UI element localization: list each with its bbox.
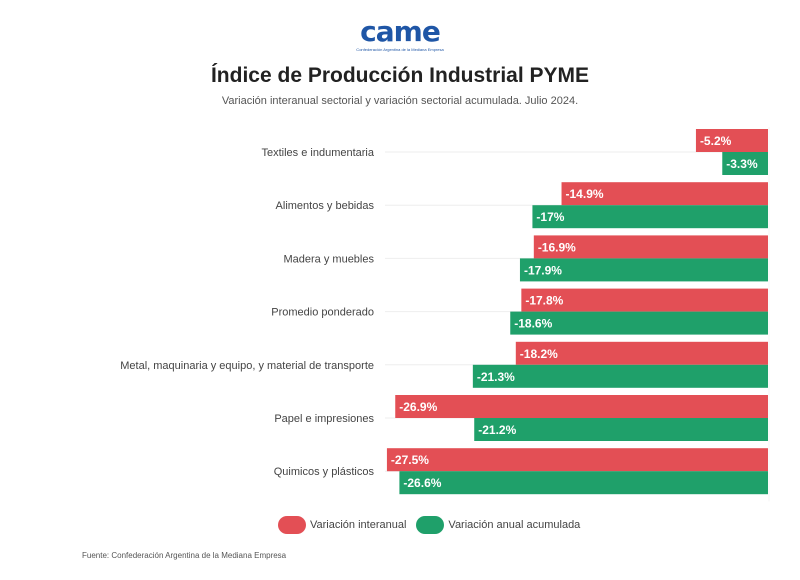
legend-item-interanual: Variación interanual: [278, 516, 406, 534]
category-label: Promedio ponderado: [271, 307, 374, 319]
bar-acumulada: [472, 364, 768, 388]
category-label: Quimicos y plásticos: [274, 466, 375, 478]
bar-interanual: [386, 448, 768, 472]
data-label: -17%: [536, 210, 564, 224]
bar-interanual: [561, 182, 768, 206]
bar-acumulada: [399, 471, 768, 495]
data-label: -18.2%: [520, 347, 558, 361]
data-label: -18.6%: [514, 317, 552, 331]
data-label: -14.9%: [566, 187, 604, 201]
data-label: -27.5%: [391, 453, 429, 467]
chart-title: Índice de Producción Industrial PYME: [210, 64, 590, 87]
came-logo: came Confederación Argentina de la Media…: [356, 15, 444, 53]
data-label: -17.9%: [524, 263, 562, 277]
category-label: Textiles e indumentaria: [261, 147, 374, 159]
legend-swatch-acumulada: [416, 516, 445, 534]
data-label: -5.2%: [700, 134, 732, 148]
data-label: -17.8%: [525, 294, 563, 308]
bar-acumulada: [510, 311, 768, 335]
bar-acumulada: [722, 152, 768, 175]
source-note: Fuente: Confederación Argentina de la Me…: [82, 551, 287, 560]
data-label: -21.2%: [478, 423, 516, 437]
bar-interanual: [533, 235, 768, 259]
data-label: -16.9%: [538, 240, 576, 254]
legend-label-interanual: Variación interanual: [310, 519, 407, 531]
logo-mark: came: [360, 15, 441, 48]
bar-acumulada: [474, 418, 768, 441]
logo-subtitle: Confederación Argentina de la Mediana Em…: [356, 47, 444, 52]
chart-subtitle: Variación interanual sectorial y variaci…: [221, 95, 579, 107]
legend: Variación interanual Variación anual acu…: [278, 516, 590, 534]
legend-label-acumulada: Variación anual acumulada: [448, 519, 581, 531]
data-label: -3.3%: [726, 157, 758, 171]
legend-item-acumulada: Variación anual acumulada: [416, 516, 580, 534]
bar-interanual: [521, 288, 768, 312]
category-label: Alimentos y bebidas: [276, 200, 375, 212]
bar-chart: Textiles e indumentaria -5.2% -3.3% Aliment…: [120, 127, 770, 502]
bar-interanual: [695, 129, 768, 152]
data-label: -21.3%: [477, 370, 515, 384]
bar-acumulada: [532, 205, 768, 229]
bar-interanual: [395, 395, 768, 418]
data-label: -26.9%: [399, 400, 437, 414]
bar-acumulada: [519, 258, 768, 282]
category-label: Metal, maquinaria y equipo, y material d…: [120, 360, 374, 372]
bar-interanual: [515, 341, 768, 365]
legend-swatch-interanual: [278, 516, 306, 534]
category-label: Madera y muebles: [284, 253, 375, 265]
data-label: -26.6%: [403, 476, 441, 490]
category-label: Papel e impresiones: [274, 413, 374, 425]
